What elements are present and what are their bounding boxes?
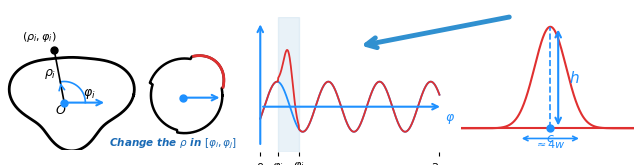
Text: $\rho_i$: $\rho_i$ (44, 67, 56, 81)
Text: $\varphi_i$: $\varphi_i$ (83, 87, 96, 101)
Text: $c$: $c$ (546, 132, 555, 145)
Text: Change the $\rho$ in $[\varphi_i, \varphi_j]$: Change the $\rho$ in $[\varphi_i, \varph… (109, 136, 237, 151)
Text: $O$: $O$ (54, 104, 66, 117)
Text: $h$: $h$ (569, 70, 580, 85)
Text: $(\rho_i, \varphi_i)$: $(\rho_i, \varphi_i)$ (22, 30, 56, 44)
Bar (278, 16, 299, 152)
Text: $\varphi$: $\varphi$ (445, 112, 454, 126)
Text: $\approx 4w$: $\approx 4w$ (534, 138, 566, 150)
